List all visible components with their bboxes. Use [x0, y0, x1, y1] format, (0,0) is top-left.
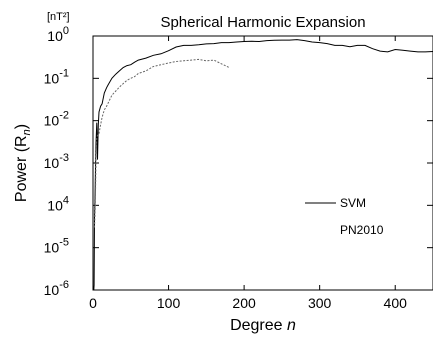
y-tick-exponent: -6: [59, 279, 69, 291]
y-tick-exponent: -2: [59, 110, 69, 122]
y-tick-exponent: -3: [59, 152, 69, 164]
y-tick-label: 10-6: [44, 279, 69, 298]
x-axis-title: Degree n: [230, 317, 296, 334]
legend-label: PN2010: [340, 223, 384, 237]
y-axis-title-text: Power (R: [13, 135, 30, 202]
series-lines: [93, 39, 433, 291]
y-tick-label: 10-2: [44, 110, 69, 129]
y-tick-base: 10: [44, 70, 60, 86]
y-tick-label: 10-1: [44, 67, 69, 86]
x-tick-label: 100: [157, 295, 181, 311]
chart-title: Spherical Harmonic Expansion: [160, 14, 365, 31]
y-tick-base: 10: [47, 28, 63, 44]
series-line-pn2010: [94, 58, 230, 228]
y-axis-title: Power (Rn): [13, 124, 33, 202]
y-tick-label: 10-5: [44, 237, 69, 256]
y-tick-exponent: -5: [59, 237, 69, 249]
legend-label: SVM: [340, 196, 366, 210]
x-tick-label: 300: [308, 295, 332, 311]
plot-area-frame: [92, 35, 433, 291]
unit-label: [nT²]: [47, 11, 70, 23]
y-tick-exponent: 0: [63, 25, 69, 37]
x-axis-title-text: Degree: [230, 317, 287, 334]
y-axis-title-subscript: n: [21, 129, 33, 135]
y-axis-title-suffix: ): [13, 124, 30, 129]
legend: SVM PN2010: [305, 196, 384, 237]
y-tick-base: 10: [44, 155, 60, 171]
y-tick-label: 10-3: [44, 152, 69, 171]
x-axis-title-variable: n: [287, 317, 296, 334]
y-tick-base: 10: [44, 113, 60, 129]
y-tick-label: 104: [47, 194, 69, 213]
y-tick-base: 10: [44, 240, 60, 256]
x-tick-label: 0: [89, 295, 97, 311]
x-tick-label: 400: [384, 295, 408, 311]
y-tick-exponent: 4: [63, 194, 69, 206]
y-tick-exponent: -1: [59, 67, 69, 79]
y-tick-label: 100: [47, 25, 69, 44]
series-line-svm: [93, 39, 433, 291]
y-tick-base: 10: [47, 197, 63, 213]
y-tick-base: 10: [44, 282, 60, 298]
x-tick-label: 200: [232, 295, 256, 311]
